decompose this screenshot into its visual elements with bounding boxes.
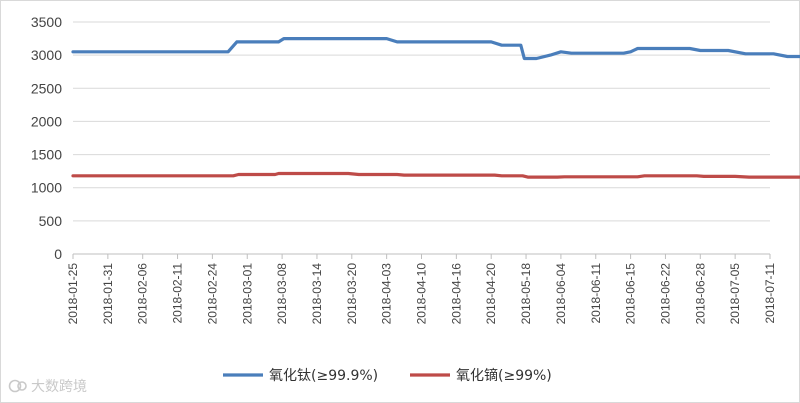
x-tick-label: 2018-03-14 [310,263,324,325]
x-tick-label: 2018-04-10 [415,263,429,325]
legend-label-2: 氧化镝(≥99%) [456,367,552,384]
watermark-logo-icon [8,379,27,393]
x-tick-label: 2018-01-31 [101,263,115,325]
y-axis-ticks: 0 500 1000 1500 2000 2500 3000 3500 [31,14,62,262]
x-tick-label: 2018-03-01 [240,263,254,325]
gridlines [73,21,770,255]
x-tick-label: 2018-02-06 [136,263,150,325]
x-tick-label: 2018-06-28 [693,263,707,325]
x-tick-label: 2018-02-11 [171,263,185,324]
legend: 氧化钛(≥99.9%) 氧化镝(≥99%) [223,367,552,384]
y-tick-label: 1000 [31,180,62,196]
x-tick-label: 2018-04-03 [380,263,394,325]
legend-label-1: 氧化钛(≥99.9%) [269,368,378,384]
x-tick-label: 2018-06-22 [658,263,672,325]
x-tick-label: 2018-07-05 [728,263,742,325]
y-tick-label: 1500 [31,147,62,163]
y-tick-label: 3000 [31,47,62,63]
watermark-text: 大数跨境 [31,379,87,395]
x-tick-label: 2018-06-15 [624,263,638,325]
series-line-1 [71,36,800,61]
x-tick-label: 2018-05-18 [519,263,533,325]
y-tick-label: 2000 [31,113,62,129]
watermark: 大数跨境 [8,376,87,396]
x-tick-label: 2018-06-04 [554,263,568,325]
x-tick-label: 2018-04-20 [484,263,498,325]
x-tick-label: 2018-07-11 [763,263,777,324]
series-line-2 [71,171,800,179]
y-tick-label: 500 [39,213,63,229]
y-tick-label: 3500 [31,14,62,30]
x-tick-label: 2018-06-11 [589,263,603,324]
series-lines [71,36,800,179]
x-tick-label: 2018-03-20 [345,263,359,325]
y-tick-label: 2500 [31,80,62,96]
y-tick-label: 0 [54,246,62,262]
x-tick-label: 2018-03-08 [275,263,289,325]
x-tick-label: 2018-01-25 [66,263,80,325]
x-tick-label: 2018-04-16 [449,263,463,325]
x-tick-label: 2018-02-24 [205,263,219,325]
x-axis: 2018-01-25 2018-01-31 2018-02-06 2018-02-11… [66,254,777,324]
